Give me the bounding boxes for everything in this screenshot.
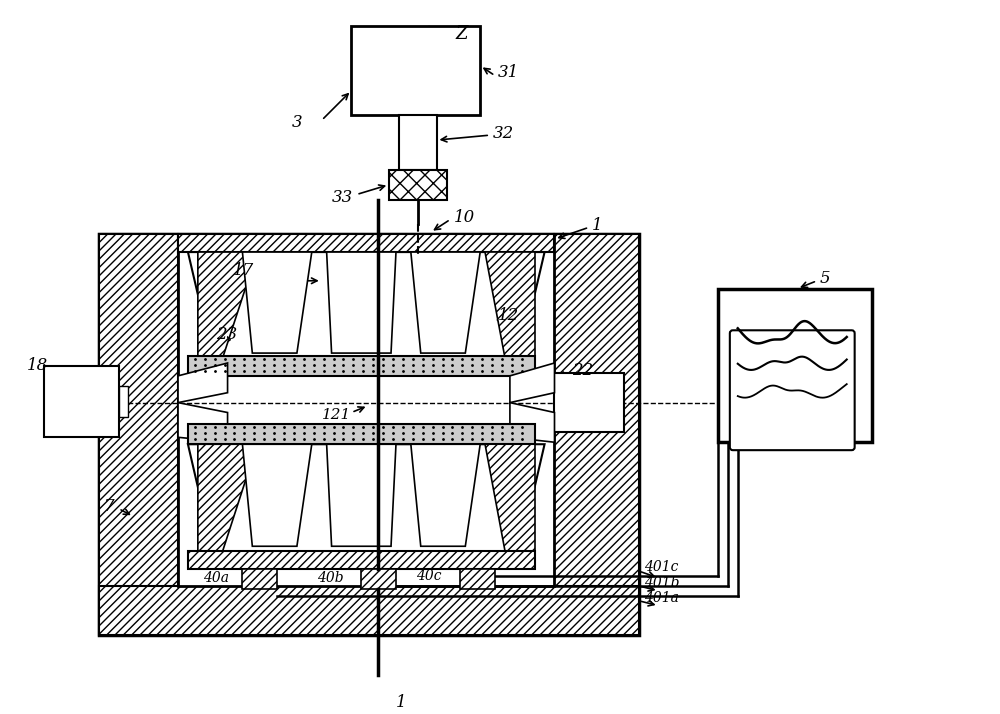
Polygon shape: [178, 363, 228, 403]
Polygon shape: [411, 444, 480, 546]
Text: 18: 18: [26, 358, 48, 374]
Polygon shape: [460, 569, 495, 589]
Text: 17: 17: [233, 262, 254, 279]
Polygon shape: [44, 366, 119, 437]
Text: 22: 22: [572, 363, 594, 379]
Polygon shape: [242, 569, 277, 589]
Polygon shape: [510, 363, 554, 403]
Polygon shape: [178, 403, 228, 442]
Polygon shape: [361, 569, 396, 589]
Text: 401c: 401c: [644, 560, 678, 574]
Polygon shape: [119, 386, 128, 418]
Text: 40b: 40b: [317, 571, 343, 585]
Polygon shape: [510, 403, 554, 442]
Polygon shape: [178, 234, 554, 586]
Text: 33: 33: [332, 189, 353, 206]
Polygon shape: [188, 252, 545, 358]
Text: 3: 3: [292, 114, 303, 131]
Text: 40c: 40c: [416, 569, 441, 583]
Polygon shape: [242, 444, 312, 546]
Polygon shape: [99, 234, 639, 635]
Text: 7: 7: [104, 498, 114, 515]
Polygon shape: [188, 551, 535, 569]
Polygon shape: [99, 586, 639, 635]
Text: 32: 32: [493, 125, 514, 141]
Text: 23: 23: [216, 326, 237, 343]
Text: 121: 121: [322, 408, 351, 423]
Polygon shape: [188, 356, 535, 376]
Polygon shape: [327, 444, 396, 546]
Polygon shape: [718, 288, 872, 442]
Text: 1: 1: [592, 217, 603, 233]
Polygon shape: [178, 234, 554, 252]
Polygon shape: [389, 170, 447, 199]
Text: 401b: 401b: [644, 576, 679, 590]
Polygon shape: [411, 252, 480, 353]
Polygon shape: [351, 26, 480, 116]
Polygon shape: [554, 234, 639, 635]
Polygon shape: [485, 252, 535, 358]
Polygon shape: [242, 252, 312, 353]
Text: 401a: 401a: [644, 590, 679, 605]
Polygon shape: [198, 252, 257, 358]
Text: 12: 12: [498, 307, 519, 324]
Polygon shape: [99, 234, 178, 635]
Polygon shape: [399, 116, 437, 170]
Text: 31: 31: [498, 64, 519, 81]
Text: 1: 1: [396, 694, 407, 711]
Polygon shape: [188, 424, 535, 444]
Polygon shape: [485, 444, 535, 551]
Text: 40a: 40a: [203, 571, 229, 585]
Polygon shape: [188, 444, 545, 551]
FancyBboxPatch shape: [730, 331, 855, 450]
Text: 10: 10: [453, 209, 475, 226]
Polygon shape: [198, 444, 257, 551]
Polygon shape: [327, 252, 396, 353]
Text: 5: 5: [820, 271, 831, 287]
Text: Z: Z: [455, 25, 468, 43]
Polygon shape: [554, 373, 624, 433]
